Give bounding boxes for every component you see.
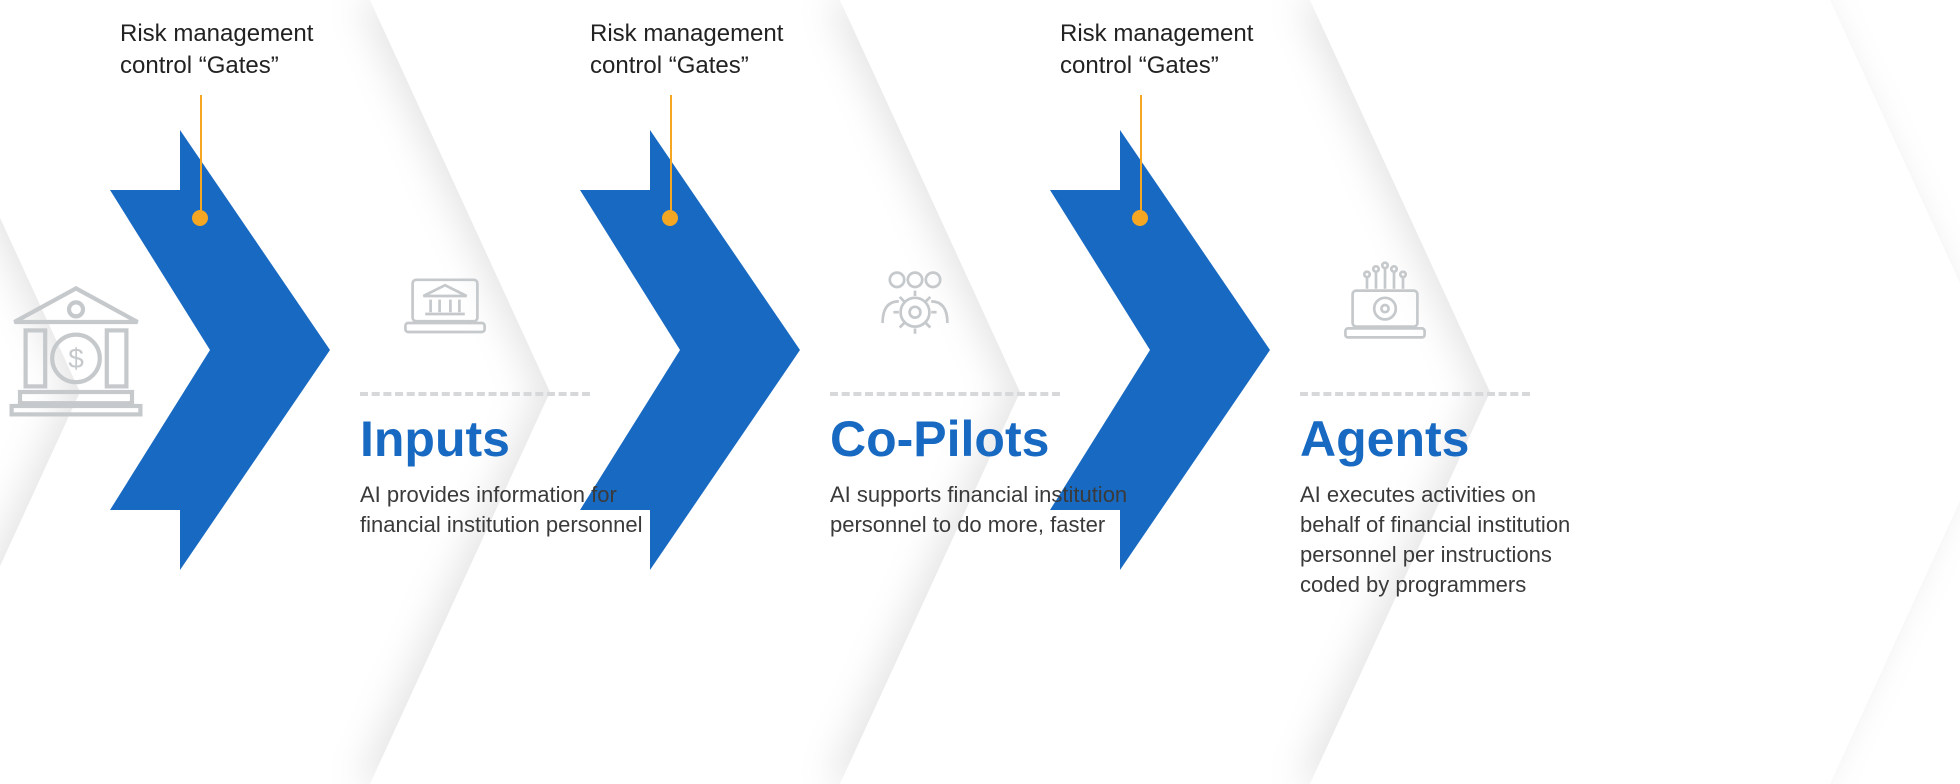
gate-connector-2 — [670, 95, 672, 215]
svg-text:$: $ — [68, 343, 84, 374]
stage-desc-copilots: AI supports financial institution person… — [830, 480, 1170, 540]
gate-label-2-line2: control “Gates” — [590, 52, 749, 79]
stage-desc-agents: AI executes activities on behalf of fina… — [1300, 480, 1600, 600]
dashed-divider-1 — [360, 392, 590, 396]
ai-laptop-icon — [1340, 260, 1430, 350]
gate-label-1-line1: Risk management — [120, 20, 313, 47]
gate-dot-3 — [1132, 210, 1148, 226]
gate-dot-1 — [192, 210, 208, 226]
stage-desc-inputs: AI provides information for financial in… — [360, 480, 700, 540]
gate-label-1: Risk management control “Gates” — [120, 18, 380, 82]
stage-title-agents: Agents — [1300, 410, 1469, 468]
gate-label-3-line1: Risk management — [1060, 20, 1253, 47]
bank-dollar-icon: $ — [6, 280, 146, 420]
gate-label-3: Risk management control “Gates” — [1060, 18, 1320, 82]
gate-label-2-line1: Risk management — [590, 20, 783, 47]
stage-title-inputs: Inputs — [360, 410, 510, 468]
laptop-bank-icon — [400, 260, 490, 350]
dashed-divider-2 — [830, 392, 1060, 396]
team-gear-icon — [870, 260, 960, 350]
dashed-divider-3 — [1300, 392, 1530, 396]
gate-dot-2 — [662, 210, 678, 226]
gate-connector-1 — [200, 95, 202, 215]
gate-label-3-line2: control “Gates” — [1060, 52, 1219, 79]
gate-label-2: Risk management control “Gates” — [590, 18, 850, 82]
diagram-stage: $ Risk management control “Gates” Inputs… — [0, 0, 1960, 784]
gate-connector-3 — [1140, 95, 1142, 215]
gate-label-1-line2: control “Gates” — [120, 52, 279, 79]
stage-title-copilots: Co-Pilots — [830, 410, 1049, 468]
